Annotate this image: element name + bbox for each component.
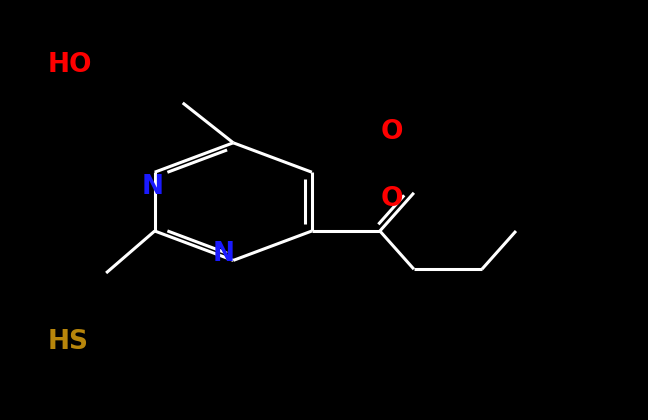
Text: HO: HO — [47, 52, 92, 78]
Text: N: N — [213, 241, 235, 267]
Text: O: O — [381, 186, 403, 213]
Text: HS: HS — [47, 329, 88, 355]
Text: O: O — [381, 119, 403, 145]
Text: N: N — [141, 174, 163, 200]
